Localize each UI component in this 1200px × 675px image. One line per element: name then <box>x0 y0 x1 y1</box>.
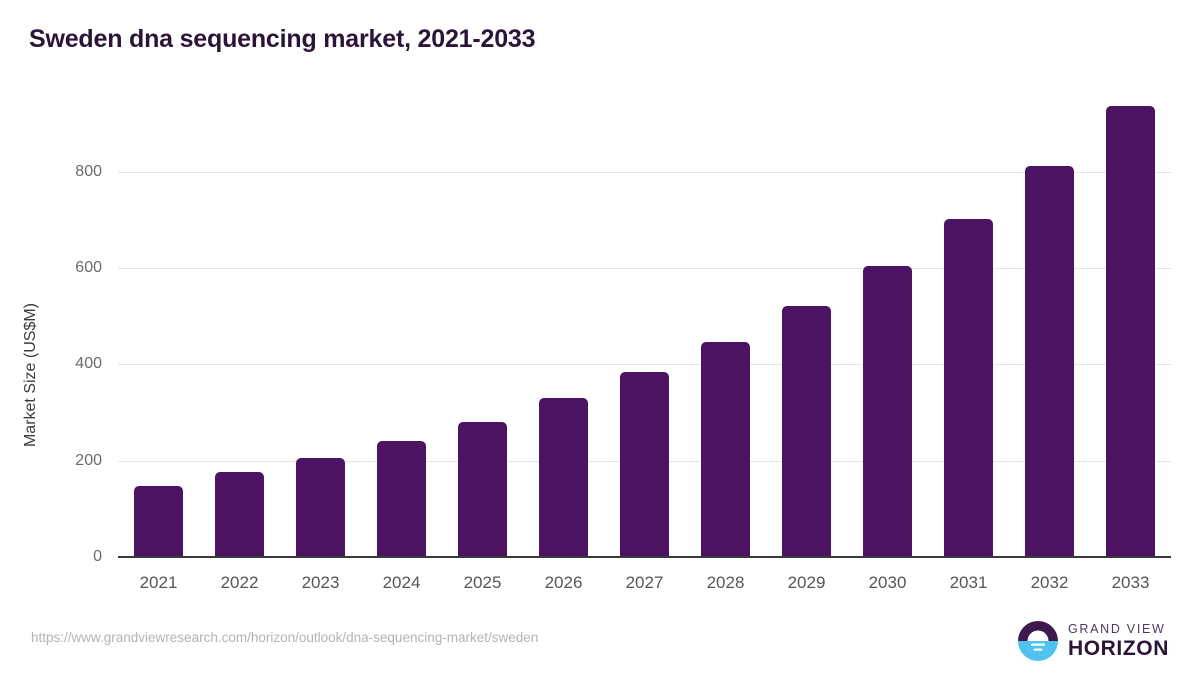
gridline <box>118 267 1171 269</box>
source-url[interactable]: https://www.grandviewresearch.com/horizo… <box>31 630 539 645</box>
x-axis-tick-label-2023: 2023 <box>301 573 340 592</box>
bar-2031[interactable] <box>944 219 993 557</box>
x-axis-tick-label-2027: 2027 <box>625 573 664 592</box>
y-axis-tick-label: 400 <box>75 355 102 373</box>
bar-column[interactable] <box>944 80 993 557</box>
bar-column[interactable] <box>1025 80 1074 557</box>
gridline <box>118 364 1171 366</box>
bar-2022[interactable] <box>215 472 264 557</box>
bar-2029[interactable] <box>782 305 831 557</box>
y-axis-tick-label: 200 <box>75 451 102 469</box>
logo-wordmark: GRAND VIEW HORIZON <box>1068 623 1169 660</box>
bar-column[interactable] <box>458 80 507 557</box>
bar-column[interactable] <box>215 80 264 557</box>
brand-logo: GRAND VIEW HORIZON <box>1017 619 1169 663</box>
bar-column[interactable] <box>620 80 669 557</box>
plot-area <box>118 80 1171 557</box>
x-axis-line <box>118 556 1171 558</box>
bar-2028[interactable] <box>701 342 750 557</box>
bar-column[interactable] <box>1106 80 1155 557</box>
bar-2023[interactable] <box>296 458 345 557</box>
bar-column[interactable] <box>539 80 588 557</box>
logo-line-grand-view: GRAND VIEW <box>1067 621 1166 636</box>
bar-2021[interactable] <box>134 485 183 557</box>
bar-column[interactable] <box>782 80 831 557</box>
page-title: Sweden dna sequencing market, 2021-2033 <box>29 25 536 53</box>
bar-column[interactable] <box>701 80 750 557</box>
x-axis-tick-label-2021: 2021 <box>139 573 178 592</box>
bar-column[interactable] <box>863 80 912 557</box>
x-axis-tick-label-2028: 2028 <box>706 573 745 592</box>
logo-line-horizon: HORIZON <box>1067 637 1169 661</box>
bar-2025[interactable] <box>458 422 507 557</box>
bar-2024[interactable] <box>377 441 426 557</box>
bar-2030[interactable] <box>863 265 912 557</box>
bar-2026[interactable] <box>539 398 588 557</box>
x-axis-tick-label-2032: 2032 <box>1030 573 1069 592</box>
x-axis-tick-label-2026: 2026 <box>544 573 583 592</box>
bar-2027[interactable] <box>620 372 669 557</box>
x-axis-tick-label-2024: 2024 <box>382 573 421 592</box>
bar-2033[interactable] <box>1106 105 1155 557</box>
bar-column[interactable] <box>296 80 345 557</box>
bar-column[interactable] <box>377 80 426 557</box>
gridline <box>118 171 1171 173</box>
x-axis-tick-label-2033: 2033 <box>1111 573 1150 592</box>
bar-column[interactable] <box>134 80 183 557</box>
x-axis-tick-label-2030: 2030 <box>868 573 907 592</box>
horizon-circle-icon <box>1017 621 1058 661</box>
y-axis-tick-label: 800 <box>75 162 102 180</box>
y-axis-tick-labels: 0 200 400 600 800 <box>30 0 102 675</box>
bar-2032[interactable] <box>1025 165 1074 557</box>
x-axis-tick-label-2031: 2031 <box>949 573 988 592</box>
y-axis-tick-label: 600 <box>75 258 102 276</box>
x-axis-tick-label-2025: 2025 <box>463 573 502 592</box>
x-axis-tick-label-2029: 2029 <box>787 573 826 592</box>
y-axis-tick-label: 0 <box>93 548 102 565</box>
x-axis-tick-label-2022: 2022 <box>220 573 259 592</box>
